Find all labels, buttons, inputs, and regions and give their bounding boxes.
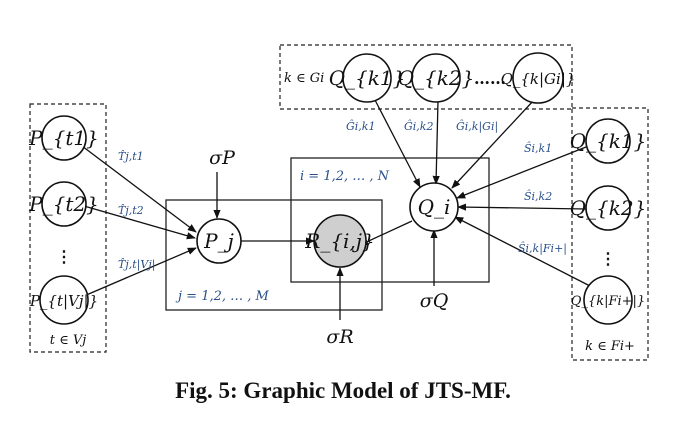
edge-label-g-ik1: Ĝi,k1	[346, 119, 375, 133]
edge-qk1right-qi	[456, 146, 587, 199]
node-p-t2-label: P_{t2}	[28, 192, 99, 216]
node-p-t1	[41, 115, 87, 161]
left-set-label: t ∈ Vj	[50, 333, 87, 348]
top-set-label: k ∈ Gi	[284, 71, 324, 86]
node-q-kfi-right-label: Q_{k|Fi+|}	[571, 294, 645, 309]
edge-label-s-ik2: Ŝi,k2	[524, 189, 552, 203]
node-q-k1-top	[342, 53, 392, 103]
node-r-ij-label: R_{i,j}	[304, 229, 374, 253]
plate-j	[165, 199, 383, 311]
edge-qkgitop-qi	[451, 99, 535, 189]
node-p-tvj	[39, 275, 89, 325]
node-q-k1-right-label: Q_{k1}	[570, 129, 647, 153]
left-set-box	[29, 103, 107, 353]
edge-qk2right-qi	[457, 203, 587, 211]
node-q-i-label: Q_i	[418, 195, 451, 219]
node-q-kgi-top	[512, 52, 564, 104]
edge-qkfiright-qi	[454, 216, 591, 287]
node-q-k1-top-label: Q_{k1}	[329, 66, 406, 90]
node-q-k2-right-label: Q_{k2}	[570, 196, 647, 220]
param-sigma-p: σP	[209, 147, 236, 169]
edge-label-t-jtvj: T̂j,t|Vj|	[118, 258, 155, 272]
right-set-box	[571, 107, 649, 361]
node-q-k2-right	[585, 185, 631, 231]
plate-i-label: i = 1,2, … , N	[300, 169, 390, 184]
edge-label-t-jt2: T̂j,t2	[118, 204, 144, 217]
node-q-kgi-top-label: Q_{k|Gi|}	[501, 70, 576, 88]
node-p-j-label: P_j	[203, 229, 234, 253]
left-vertical-ellipsis: ⋮	[56, 247, 72, 266]
node-q-k2-top-label: Q_{k2}	[398, 66, 475, 90]
edge-ptvj-pj	[83, 247, 197, 297]
node-p-j	[196, 218, 242, 264]
node-p-tvj-label: P_{t|Vj|}	[29, 292, 98, 310]
edge-label-t-jt1: T̂j,t1	[118, 150, 144, 163]
top-set-box	[279, 44, 573, 110]
param-sigma-q: σQ	[420, 290, 449, 312]
node-r-ij	[313, 214, 367, 268]
edge-label-g-ik2: Ĝi,k2	[404, 119, 433, 133]
edge-pt2-pj	[83, 205, 196, 240]
node-q-k2-top	[411, 53, 461, 103]
node-q-k1-right	[585, 118, 631, 164]
edge-qk2top-qi	[432, 100, 440, 185]
edge-label-s-ik1: Ŝi,k1	[524, 141, 552, 155]
edge-label-g-ikgi: Ĝi,k|Gi|	[456, 119, 498, 134]
figure-caption: Fig. 5: Graphic Model of JTS-MF.	[175, 378, 511, 403]
top-horizontal-ellipsis: ……	[474, 69, 506, 88]
right-set-label: k ∈ Fi+	[585, 339, 635, 354]
node-q-kfi-right	[583, 275, 633, 325]
edge-qk1top-qi	[374, 99, 421, 188]
edge-qi-rij	[359, 220, 413, 246]
right-vertical-ellipsis: ⋮	[600, 249, 616, 268]
plate-i	[290, 157, 490, 283]
node-p-t2	[41, 181, 87, 227]
plate-j-label: j = 1,2, … , M	[175, 289, 270, 304]
edge-pt1-pj	[81, 145, 197, 233]
node-p-t1-label: P_{t1}	[28, 126, 99, 150]
param-sigma-r: σR	[326, 326, 353, 348]
node-q-i	[409, 182, 459, 232]
edge-label-s-ikfi: Ŝi,k|Fi+|	[518, 241, 567, 256]
